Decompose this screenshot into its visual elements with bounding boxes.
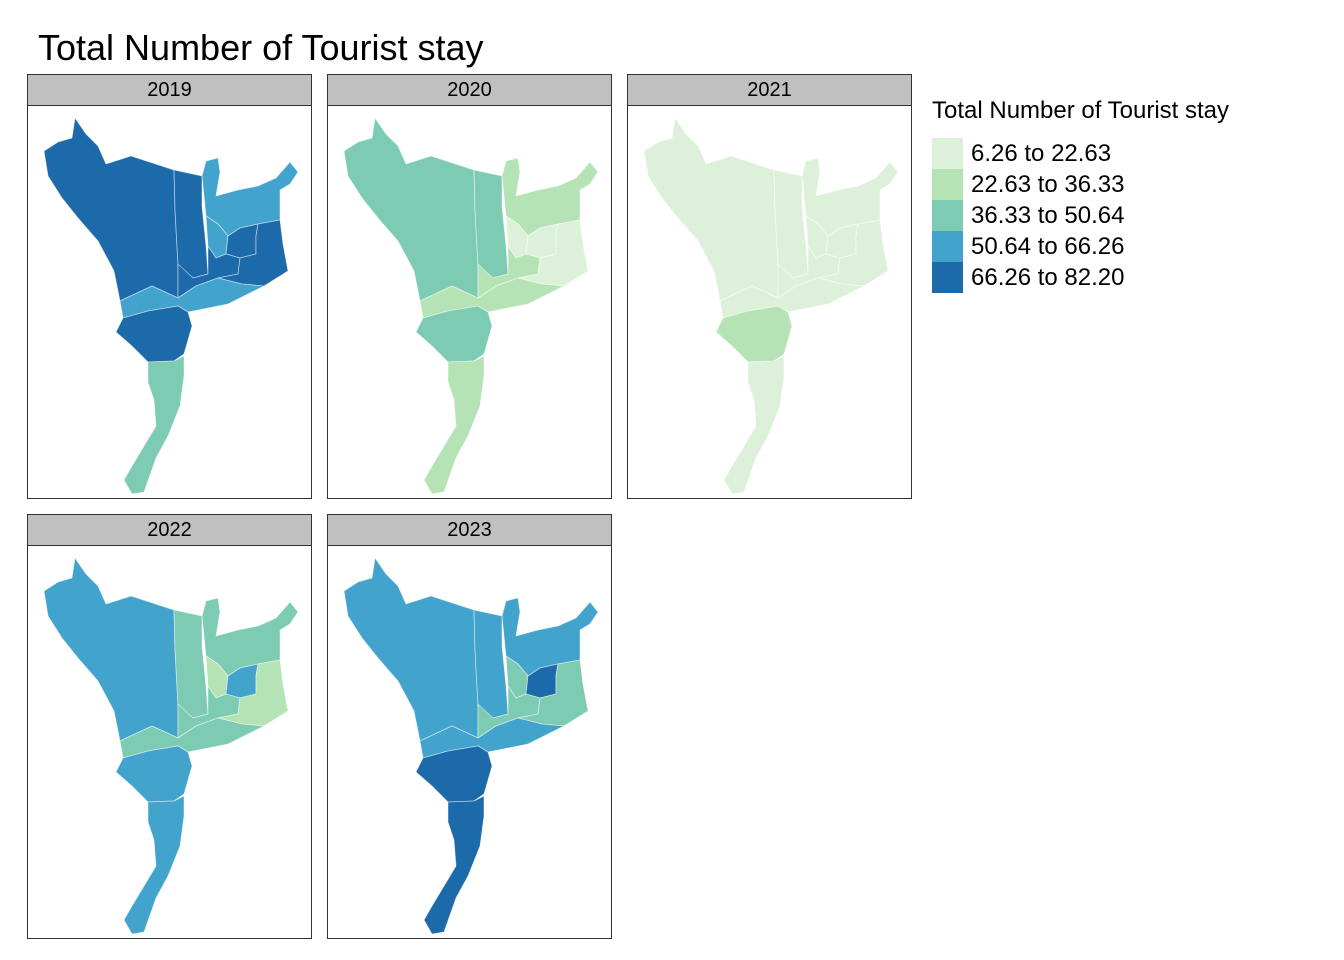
region-northwest [43, 117, 179, 302]
region-south-central [415, 745, 493, 803]
region-south [123, 795, 185, 935]
map-plot [327, 106, 612, 499]
region-south [123, 355, 185, 495]
choropleth-map [43, 557, 299, 935]
region-southeast [517, 219, 589, 287]
region-south [723, 355, 785, 495]
map-plot [327, 546, 612, 939]
region-south [423, 795, 485, 935]
legend-item: 50.64 to 66.26 [932, 231, 1229, 262]
map-title: Total Number of Tourist stay [38, 27, 484, 68]
map-plot [27, 106, 312, 499]
facet-strip-label: 2023 [327, 514, 612, 546]
legend-swatch [932, 262, 963, 293]
legend-label: 50.64 to 66.26 [971, 232, 1125, 260]
region-northwest [43, 557, 179, 742]
map-plot [27, 546, 312, 939]
region-south-central [715, 305, 793, 363]
region-south [423, 355, 485, 495]
region-southeast [817, 219, 889, 287]
region-southeast [517, 659, 589, 727]
choropleth-map [43, 117, 299, 495]
legend-label: 66.26 to 82.20 [971, 263, 1125, 291]
legend-item: 36.33 to 50.64 [932, 200, 1229, 231]
legend-item: 66.26 to 82.20 [932, 262, 1229, 293]
map-plot [627, 106, 912, 499]
legend-swatch [932, 200, 963, 231]
region-south-central [115, 305, 193, 363]
facet-panel-2022: 2022 [27, 514, 312, 939]
region-south-central [415, 305, 493, 363]
choropleth-map [343, 557, 599, 935]
facet-panel-2023: 2023 [327, 514, 612, 939]
legend-swatch [932, 169, 963, 200]
map-legend: Total Number of Tourist stay 6.26 to 22.… [932, 96, 1229, 293]
choropleth-map [343, 117, 599, 495]
legend-title: Total Number of Tourist stay [932, 97, 1230, 124]
facet-strip-label: 2021 [627, 74, 912, 106]
legend-swatch [932, 138, 963, 169]
facet-panel-2021: 2021 [627, 74, 912, 499]
region-northwest [643, 117, 779, 302]
legend-item: 6.26 to 22.63 [932, 138, 1229, 169]
legend-label: 36.33 to 50.64 [971, 201, 1125, 229]
choropleth-map [643, 117, 899, 495]
legend-swatch [932, 231, 963, 262]
legend-item: 22.63 to 36.33 [932, 169, 1229, 200]
facet-strip-label: 2019 [27, 74, 312, 106]
legend-label: 6.26 to 22.63 [971, 139, 1112, 167]
region-northwest [343, 117, 479, 302]
facet-panel-2019: 2019 [27, 74, 312, 499]
facet-panel-2020: 2020 [327, 74, 612, 499]
facet-strip-label: 2020 [327, 74, 612, 106]
region-southeast [217, 219, 289, 287]
region-northwest [343, 557, 479, 742]
region-southeast [217, 659, 289, 727]
region-south-central [115, 745, 193, 803]
legend-label: 22.63 to 36.33 [971, 170, 1125, 198]
facet-strip-label: 2022 [27, 514, 312, 546]
